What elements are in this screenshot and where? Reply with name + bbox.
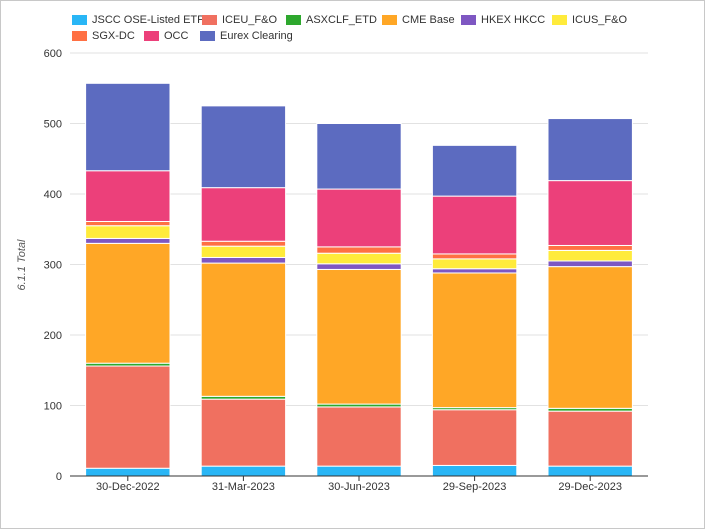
legend-item-hkex[interactable]: HKEX HKCC: [461, 14, 545, 28]
legend-swatch: [461, 15, 476, 25]
bar-segment: [431, 268, 518, 274]
bar-segment: [85, 82, 171, 172]
bar-segment: [316, 252, 402, 265]
legend-swatch: [72, 31, 87, 41]
legend-swatch: [286, 15, 301, 25]
bar-segment: [431, 258, 518, 270]
legend-swatch: [202, 15, 217, 25]
bar-segment: [316, 263, 402, 270]
legend-label: SGX-DC: [92, 30, 135, 42]
legend-item-jscc[interactable]: JSCC OSE-Listed ETP: [72, 14, 204, 28]
bar-segment: [431, 195, 518, 255]
y-tick-label: 500: [44, 119, 62, 131]
bar-segment: [547, 410, 633, 467]
legend-item-asxclf[interactable]: ASXCLF_ETD: [286, 14, 377, 28]
legend-label: OCC: [164, 30, 189, 42]
bar-segment: [200, 256, 287, 264]
bar-segment: [547, 266, 633, 409]
bar-segment: [547, 465, 633, 477]
legend-item-iceu[interactable]: ICEU_F&O: [202, 14, 277, 28]
bar-segment: [200, 245, 287, 258]
bar-segment: [547, 180, 633, 246]
y-tick-label: 400: [44, 189, 62, 201]
x-tick-label: 31-Mar-2023: [212, 481, 275, 493]
x-tick-label: 29-Dec-2023: [558, 481, 622, 493]
legend-label: ICUS_F&O: [572, 14, 628, 26]
bar-segment: [200, 398, 287, 467]
legend-item-icus[interactable]: ICUS_F&O: [552, 14, 627, 28]
legend-swatch: [382, 15, 397, 25]
legend-item-occ[interactable]: OCC: [144, 30, 188, 44]
bar-layer: [85, 82, 633, 477]
bar-segment: [547, 244, 633, 251]
y-tick-label: 300: [44, 260, 62, 272]
axis-layer: 0 100 200 300 400 500 600 30-Dec-2022 31-Mar-202…: [44, 48, 648, 493]
bar-segment: [200, 262, 287, 397]
bar-segment: [316, 188, 402, 248]
bar-segment: [85, 242, 171, 364]
bar-segment: [316, 268, 402, 405]
x-tick-label: 30-Dec-2022: [96, 481, 160, 493]
x-tick-label: 30-Jun-2023: [328, 481, 390, 493]
legend-swatch: [552, 15, 567, 25]
bar-segment: [85, 170, 171, 222]
bar-segment: [547, 260, 633, 268]
legend-item-cme[interactable]: CME Base: [382, 14, 455, 28]
y-tick-label: 200: [44, 330, 62, 342]
bar-segment: [200, 105, 287, 189]
legend-label: Eurex Clearing: [220, 30, 293, 42]
bar-segment: [85, 225, 171, 239]
legend-item-eurex[interactable]: Eurex Clearing: [200, 30, 293, 44]
bar-segment: [200, 465, 287, 477]
bar-segment: [316, 465, 402, 477]
y-tick-label: 100: [44, 401, 62, 413]
legend-swatch: [72, 15, 87, 25]
legend-label: CME Base: [402, 14, 455, 26]
legend-item-sgx[interactable]: SGX-DC: [72, 30, 135, 44]
bar-segment: [85, 467, 171, 477]
legend-label: ICEU_F&O: [222, 14, 278, 26]
bar-segment: [85, 220, 171, 227]
bar-segment: [316, 123, 402, 190]
x-tick-label: 29-Sep-2023: [443, 481, 507, 493]
bar-segment: [431, 272, 518, 409]
y-tick-label: 600: [44, 48, 62, 60]
legend-label: HKEX HKCC: [481, 14, 546, 26]
bar-segment: [431, 144, 518, 197]
bar-segment: [316, 406, 402, 467]
bar-segment: [547, 118, 633, 182]
legend-label: JSCC OSE-Listed ETP: [92, 14, 205, 26]
bar-segment: [200, 240, 287, 247]
bar-segment: [431, 464, 518, 477]
y-tick-label: 0: [56, 471, 62, 483]
bar-segment: [316, 246, 402, 254]
legend-swatch: [200, 31, 215, 41]
bar-segment: [85, 237, 171, 244]
bar-segment: [431, 253, 518, 260]
bar-segment: [431, 409, 518, 466]
bar-segment: [200, 187, 287, 242]
legend-swatch: [144, 31, 159, 41]
bar-segment: [85, 365, 171, 469]
legend-label: ASXCLF_ETD: [306, 14, 377, 26]
bar-segment: [547, 249, 633, 262]
